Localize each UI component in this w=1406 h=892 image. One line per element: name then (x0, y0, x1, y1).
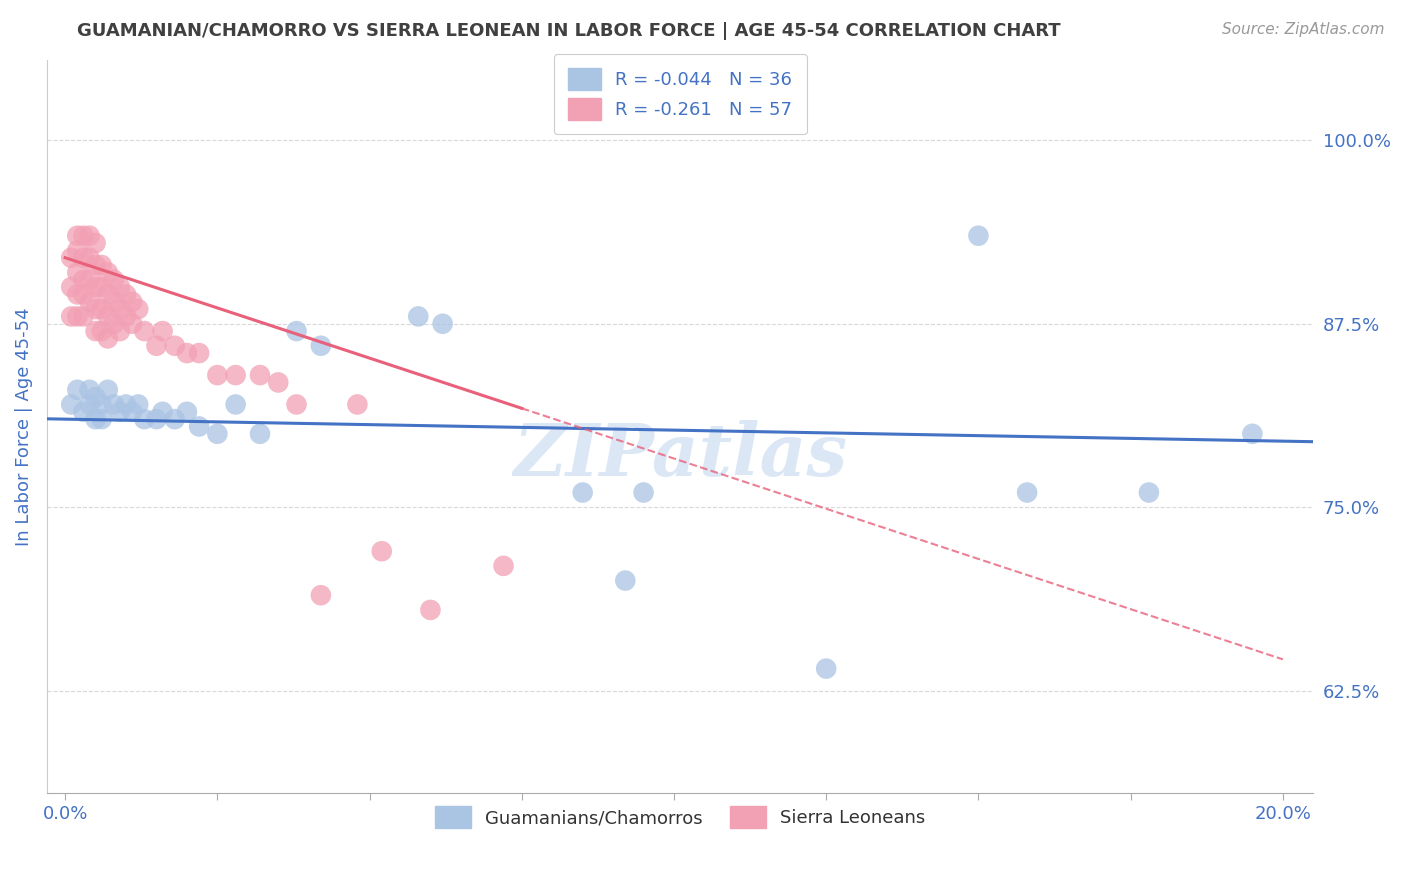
Point (97, 383, 120, 397)
Point (72, 273, 94, 287)
Point (163, 339, 186, 353)
Point (79, 383, 101, 397)
Point (176, 346, 198, 360)
Point (103, 273, 125, 287)
Point (66, 265, 89, 279)
Point (84, 235, 107, 250)
Point (84, 412, 107, 426)
Point (127, 301, 149, 316)
Point (249, 426, 271, 441)
Point (419, 603, 441, 617)
Point (97, 287, 120, 301)
Point (163, 412, 186, 426)
Point (207, 426, 229, 441)
Point (145, 412, 167, 426)
Legend: Guamanians/Chamorros, Sierra Leoneans: Guamanians/Chamorros, Sierra Leoneans (427, 799, 932, 836)
Point (72, 228, 94, 243)
Point (60, 397, 83, 411)
Point (103, 317, 125, 331)
Text: GUAMANIAN/CHAMORRO VS SIERRA LEONEAN IN LABOR FORCE | AGE 45-54 CORRELATION CHAR: GUAMANIAN/CHAMORRO VS SIERRA LEONEAN IN … (77, 22, 1062, 40)
Point (79, 228, 101, 243)
Point (346, 397, 368, 411)
Point (79, 251, 101, 265)
Point (633, 485, 655, 500)
Point (406, 310, 429, 324)
Point (66, 310, 89, 324)
Point (66, 383, 89, 397)
Point (207, 368, 229, 383)
Point (492, 558, 515, 573)
Point (79, 294, 101, 309)
Point (84, 258, 107, 272)
Point (1017, 485, 1039, 500)
Point (103, 294, 125, 309)
Point (60, 310, 83, 324)
Point (90, 397, 112, 411)
Point (145, 339, 167, 353)
Point (121, 317, 143, 331)
Point (267, 376, 290, 390)
Point (121, 405, 143, 419)
Point (285, 397, 308, 411)
Point (90, 258, 112, 272)
Point (371, 544, 394, 558)
Point (225, 368, 247, 383)
Point (309, 588, 332, 602)
Point (84, 301, 107, 316)
Point (90, 301, 112, 316)
Point (97, 265, 120, 279)
Point (72, 251, 94, 265)
Point (249, 368, 271, 383)
Point (108, 301, 131, 316)
Point (79, 397, 101, 411)
Point (152, 405, 174, 419)
Point (1241, 426, 1264, 441)
Point (108, 324, 131, 338)
Point (84, 390, 107, 404)
Point (815, 662, 838, 676)
Point (108, 405, 131, 419)
Point (176, 405, 198, 419)
Point (108, 280, 131, 294)
Point (614, 574, 637, 588)
Point (90, 280, 112, 294)
Point (1137, 485, 1160, 500)
Point (72, 287, 94, 301)
Text: Source: ZipAtlas.com: Source: ZipAtlas.com (1222, 22, 1385, 37)
Point (571, 485, 593, 500)
Point (97, 310, 120, 324)
Point (967, 228, 990, 243)
Point (134, 324, 156, 338)
Point (309, 339, 332, 353)
Point (66, 244, 89, 258)
Point (188, 346, 211, 360)
Point (97, 331, 120, 345)
Point (127, 397, 149, 411)
Y-axis label: In Labor Force | Age 45-54: In Labor Force | Age 45-54 (15, 307, 32, 546)
Point (152, 324, 174, 338)
Point (115, 310, 138, 324)
Point (225, 397, 247, 411)
Point (60, 251, 83, 265)
Text: ZIPatlas: ZIPatlas (513, 420, 848, 491)
Point (72, 405, 94, 419)
Point (84, 280, 107, 294)
Point (90, 324, 112, 338)
Point (432, 317, 454, 331)
Point (134, 412, 156, 426)
Point (285, 324, 308, 338)
Point (66, 228, 89, 243)
Point (90, 412, 112, 426)
Point (188, 419, 211, 434)
Point (84, 324, 107, 338)
Point (72, 310, 94, 324)
Point (60, 280, 83, 294)
Point (103, 397, 125, 411)
Point (66, 287, 89, 301)
Point (115, 287, 138, 301)
Point (121, 294, 143, 309)
Point (79, 273, 101, 287)
Point (115, 397, 138, 411)
